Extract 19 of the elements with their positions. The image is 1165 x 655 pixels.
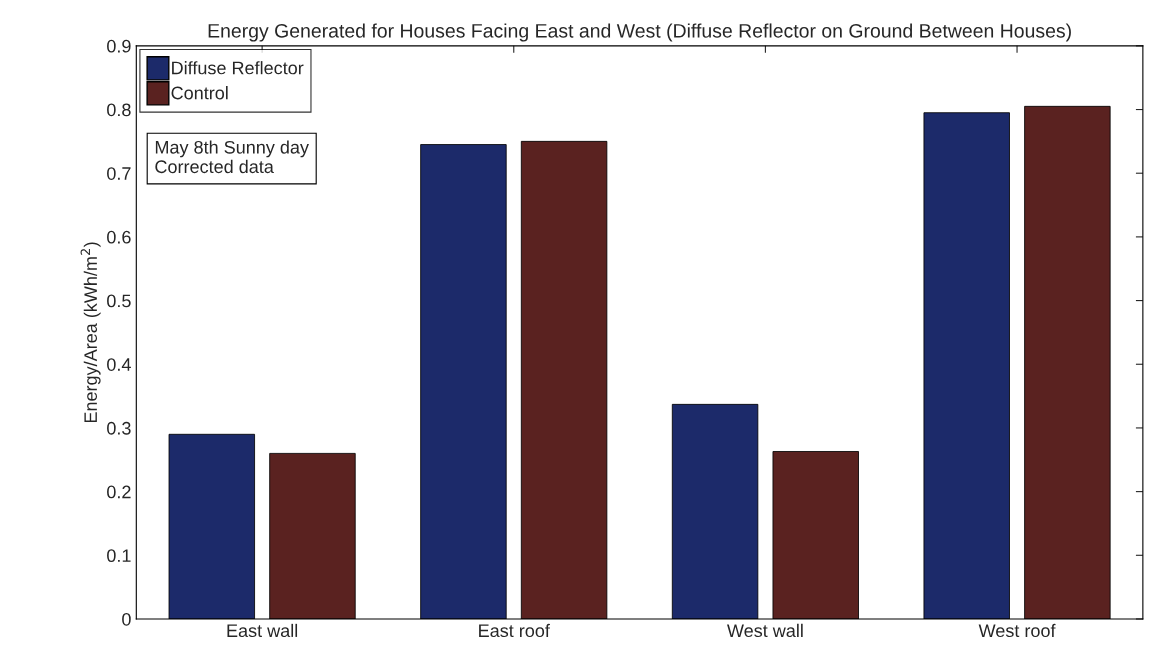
x-tick-label: East roof (479, 623, 550, 638)
y-tick-label: 0.8 (107, 103, 131, 117)
legend-label: Control (171, 86, 228, 100)
x-tick-label: West roof (978, 623, 1056, 638)
x-tick-label: East wall (227, 623, 298, 638)
y-tick-label: 0.3 (107, 421, 131, 435)
y-tick-label: 0.2 (107, 485, 131, 499)
y-axis-title: Energy/Area (kWh/m$^{2}$) (80, 242, 101, 423)
chart-title: Energy Generated for Houses Facing East and West (Diffuse Reflector on Ground Between Houses) (208, 23, 1071, 42)
y-tick-label: 0.7 (107, 167, 131, 180)
x-tick-label: West wall (727, 623, 803, 638)
y-tick-label: 0.5 (107, 294, 131, 308)
annotation: May 8th Sunny day Corrected data (155, 140, 309, 174)
legend-label: Diffuse Reflector (172, 61, 304, 75)
y-tick-label: 0.6 (107, 230, 131, 244)
y-tick-label: 0.4 (107, 358, 131, 371)
y-tick-label: 0.9 (107, 39, 131, 53)
y-tick-label: 0 (122, 612, 131, 626)
y-tick-label: 0.1 (107, 549, 131, 563)
